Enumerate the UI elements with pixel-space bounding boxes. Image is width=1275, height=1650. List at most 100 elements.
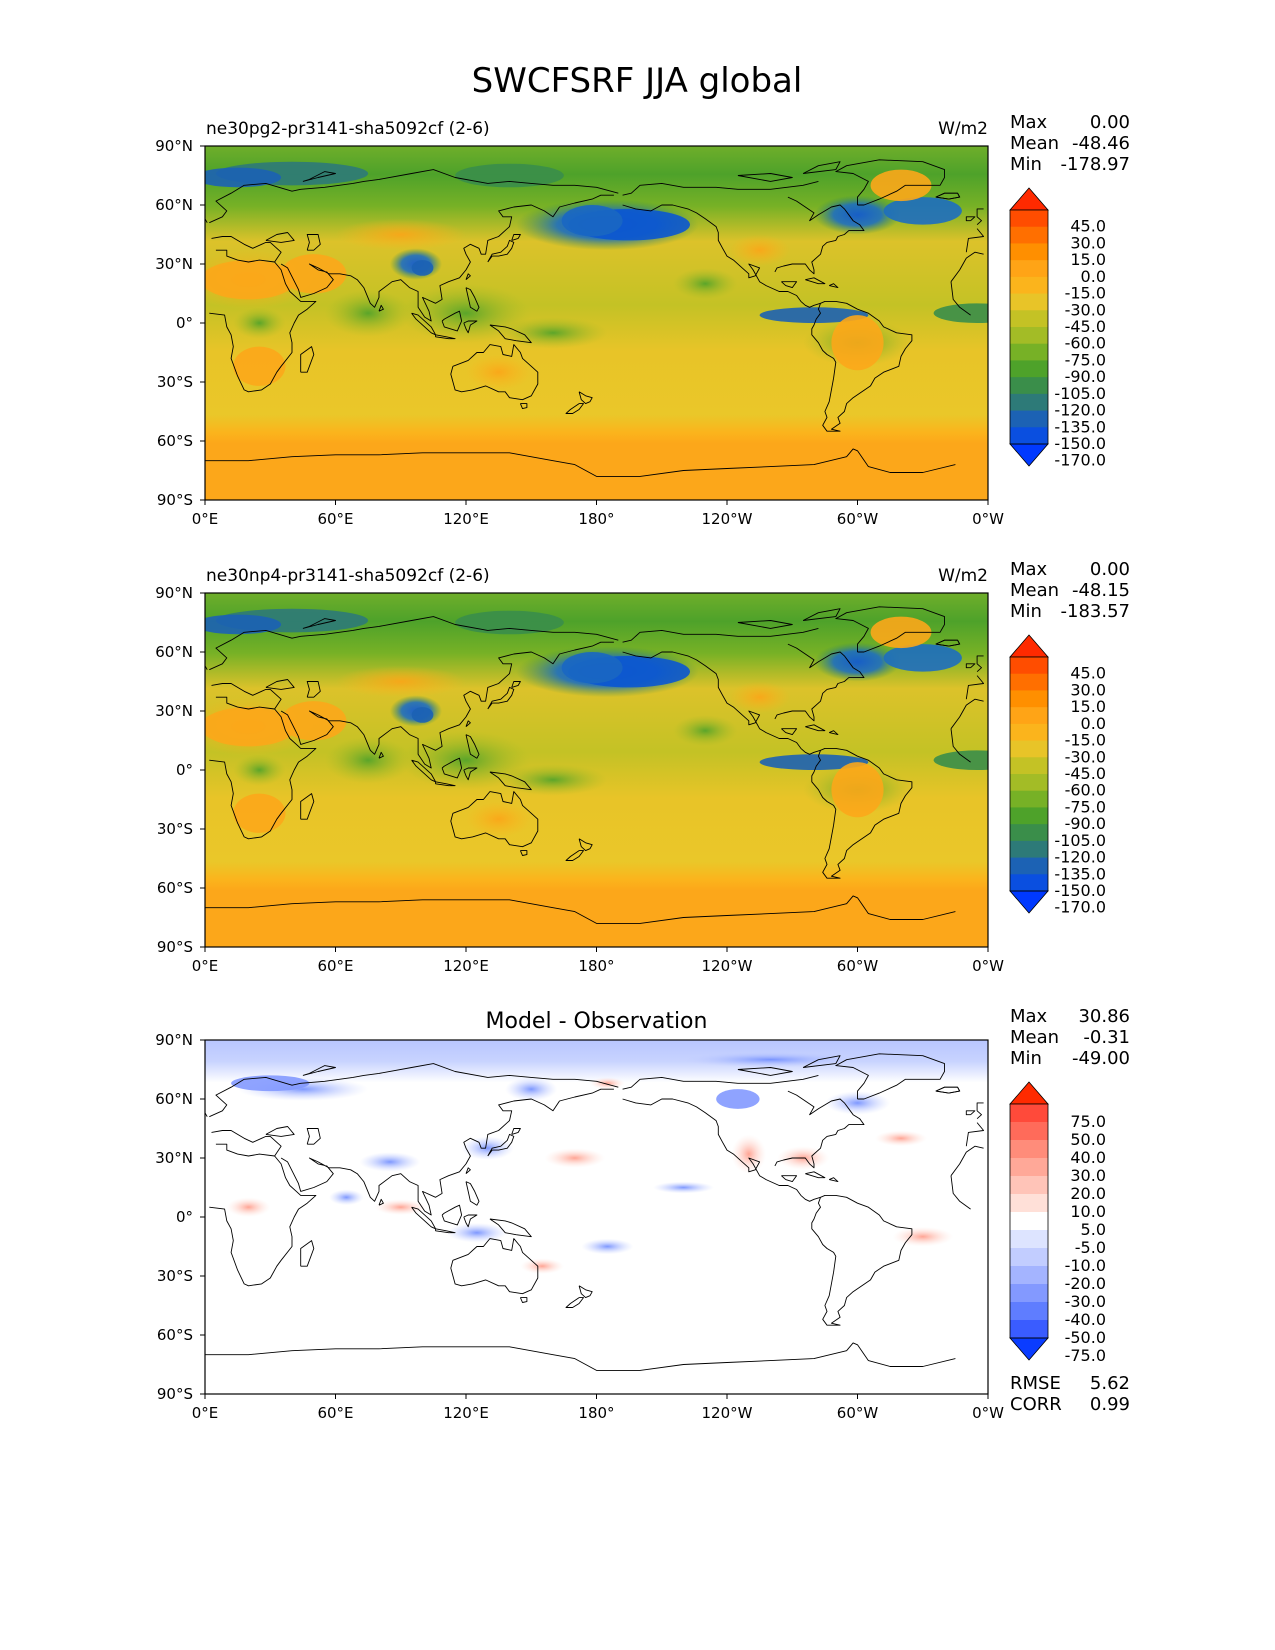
y-tick-label: 90°S: [157, 1385, 193, 1403]
field-feature: [831, 762, 884, 818]
stat-value: 0.99: [1090, 1394, 1130, 1415]
field-feature: [400, 283, 532, 343]
field-feature: [233, 346, 286, 386]
field-feature: [933, 750, 988, 770]
coastline: [300, 1240, 315, 1267]
y-tick-label: 30°N: [155, 702, 193, 720]
coastline: [280, 1088, 614, 1216]
field-feature: [498, 764, 608, 796]
coastline: [300, 793, 315, 820]
colorbar-extend-bottom: [1009, 1337, 1049, 1361]
coastline: [965, 663, 976, 669]
coastline: [487, 686, 515, 710]
field-feature: [520, 1258, 564, 1275]
y-tick-label: 30°S: [157, 820, 193, 838]
coastline: [487, 239, 515, 263]
y-tick-label: 60°S: [157, 432, 193, 450]
colorbar-label: 75.0: [1070, 1112, 1106, 1131]
stat-label: Max: [1010, 112, 1048, 133]
coastline: [802, 608, 841, 621]
x-tick-label: 120°W: [702, 510, 753, 528]
figure-title: SWCFSRF JJA global: [472, 61, 803, 101]
field-feature: [359, 1152, 421, 1172]
coastline: [805, 1171, 826, 1179]
map-field: [205, 146, 988, 500]
field-feature: [561, 205, 623, 237]
colorbar-label: -45.0: [1065, 764, 1106, 783]
colorbar-label: 15.0: [1070, 250, 1106, 269]
colorbar-segment: [1010, 673, 1048, 691]
coastline: [489, 771, 532, 791]
colorbar-label: 20.0: [1070, 1184, 1106, 1203]
field-feature: [544, 1148, 606, 1168]
coastline: [935, 639, 961, 647]
coastline: [737, 1067, 793, 1076]
y-tick-label: 30°N: [155, 1149, 193, 1167]
colorbar-label: -40.0: [1065, 1310, 1106, 1329]
stat-value: -0.31: [1083, 1027, 1130, 1048]
stat-value: 0.00: [1090, 559, 1130, 580]
field-feature: [400, 730, 532, 790]
coastline: [781, 1175, 798, 1183]
map-field: [205, 1040, 988, 1394]
colorbar-label: 45.0: [1070, 217, 1106, 236]
colorbar-segment: [1010, 226, 1048, 244]
colorbar-label: -30.0: [1065, 300, 1106, 319]
coastline: [209, 616, 985, 700]
colorbar-segment: [1010, 1320, 1048, 1339]
y-tick-label: 30°N: [155, 255, 193, 273]
colorbar-segment: [1010, 840, 1048, 859]
panel-title: ne30np4-pr3141-sha5092cf (2-6): [206, 566, 490, 586]
coastline: [781, 728, 798, 736]
colorbar-label: 0.0: [1081, 267, 1106, 286]
x-tick-label: 120°W: [702, 957, 753, 975]
coastline: [463, 1214, 478, 1228]
coastline: [378, 304, 384, 312]
field-feature: [759, 754, 869, 771]
field-feature: [814, 195, 901, 235]
colorbar-extend-top: [1009, 187, 1049, 211]
y-tick-label: 0°: [176, 1208, 193, 1226]
field-feature: [672, 714, 738, 747]
x-tick-label: 60°W: [837, 1404, 879, 1422]
field-feature: [731, 1134, 767, 1174]
colorbar-label: -60.0: [1065, 781, 1106, 800]
colorbar-label: 10.0: [1070, 1202, 1106, 1221]
coastline: [205, 448, 956, 477]
x-tick-label: 60°W: [837, 957, 879, 975]
colorbar-label: -5.0: [1075, 1238, 1106, 1257]
field-feature: [324, 289, 412, 337]
colorbar-label: -150.0: [1054, 881, 1106, 900]
field-feature: [831, 315, 884, 371]
field-feature: [233, 307, 286, 339]
field-feature: [466, 801, 532, 837]
field-feature: [328, 1189, 364, 1206]
y-tick-label: 90°S: [157, 938, 193, 956]
colorbar-frame: [1009, 656, 1049, 892]
x-tick-label: 0°W: [972, 1404, 1004, 1422]
coastline: [463, 320, 478, 334]
colorbar-segment: [1010, 360, 1048, 378]
colorbar-segment: [1010, 243, 1048, 261]
field-feature: [716, 1089, 760, 1109]
coastline: [465, 1167, 471, 1175]
coastline: [465, 273, 471, 281]
colorbar-segment: [1010, 1266, 1048, 1285]
coastline: [306, 1128, 321, 1145]
colorbar-segment: [1010, 790, 1048, 808]
coastline: [450, 1238, 539, 1295]
coastline: [280, 194, 614, 322]
colorbar-label: -15.0: [1065, 284, 1106, 303]
colorbar-label: -30.0: [1065, 1292, 1106, 1311]
field-feature: [561, 652, 623, 684]
colorbar-label: -105.0: [1054, 384, 1106, 403]
x-tick-label: 180°: [578, 1404, 614, 1422]
coastline: [211, 683, 282, 710]
coastline: [265, 232, 295, 243]
colorbar-segment: [1010, 807, 1048, 825]
field-feature: [581, 1238, 634, 1255]
field-feature: [814, 642, 901, 682]
colorbar-segment: [1010, 1176, 1048, 1195]
colorbar-extend-bottom: [1009, 443, 1049, 467]
coastline: [465, 734, 480, 759]
